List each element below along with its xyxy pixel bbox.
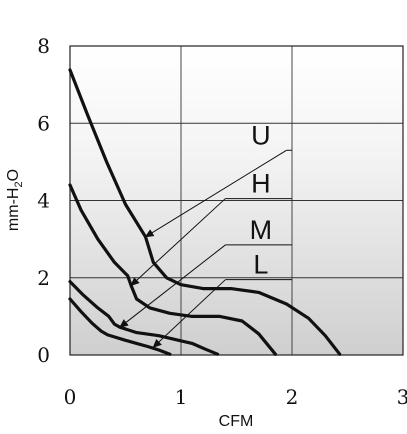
y-axis-label: mm-H2O — [5, 169, 25, 231]
series-lines — [68, 68, 342, 356]
y-tick-label-2: 4 — [37, 189, 50, 213]
series-line-H — [68, 183, 277, 356]
y-tick-label-3: 6 — [37, 111, 50, 135]
callout-arrow-M — [119, 244, 226, 328]
y-tick-labels: 0 2 4 6 8 — [37, 34, 50, 367]
curve-label-L: L — [253, 250, 268, 280]
y-axis-label-subscript: 2 — [13, 181, 25, 187]
callout-arrow-L — [152, 279, 226, 348]
x-tick-label-3: 3 — [397, 385, 407, 409]
series-line-U — [68, 68, 342, 356]
curve-label-U: U — [251, 120, 271, 150]
y-axis-label-suffix: O — [5, 169, 22, 181]
y-tick-label-1: 2 — [37, 266, 50, 290]
callout-arrow-H — [130, 198, 226, 287]
callout-arrow-U — [144, 149, 287, 238]
x-tick-labels: 0 1 2 3 — [64, 385, 407, 409]
series-line-M — [68, 280, 220, 356]
curve-label-H: H — [251, 169, 271, 199]
series-line-L — [68, 297, 172, 356]
curve-label-M: M — [250, 215, 273, 245]
x-axis-label: CFM — [219, 413, 254, 430]
plot-frame — [69, 45, 404, 356]
x-tick-label-0: 0 — [64, 385, 77, 409]
y-tick-label-4: 8 — [37, 34, 50, 58]
y-axis-label-prefix: mm-H — [5, 188, 22, 232]
y-tick-label-0: 0 — [37, 343, 50, 367]
x-tick-label-2: 2 — [286, 385, 299, 409]
x-tick-label-1: 1 — [175, 385, 188, 409]
